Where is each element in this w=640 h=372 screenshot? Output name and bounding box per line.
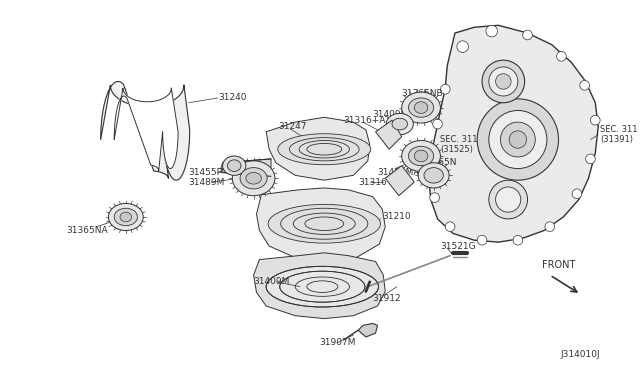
Ellipse shape: [477, 99, 559, 180]
Ellipse shape: [414, 102, 428, 113]
Ellipse shape: [114, 208, 138, 226]
Ellipse shape: [430, 193, 440, 202]
Ellipse shape: [513, 235, 523, 245]
Text: 31912: 31912: [372, 294, 401, 303]
Ellipse shape: [445, 222, 455, 231]
Polygon shape: [385, 166, 414, 196]
Text: J314010J: J314010J: [561, 350, 600, 359]
Ellipse shape: [482, 60, 525, 103]
Ellipse shape: [402, 92, 440, 123]
Ellipse shape: [500, 122, 535, 157]
Ellipse shape: [386, 113, 413, 135]
Text: 31409MB: 31409MB: [372, 110, 415, 119]
Ellipse shape: [108, 203, 143, 231]
Polygon shape: [429, 25, 598, 242]
Text: 31365N: 31365N: [421, 158, 456, 167]
Text: 31240: 31240: [218, 93, 246, 102]
Ellipse shape: [486, 25, 497, 37]
Ellipse shape: [495, 74, 511, 89]
Polygon shape: [257, 188, 385, 262]
Ellipse shape: [489, 110, 547, 169]
Text: (31525): (31525): [440, 145, 474, 154]
Text: 31455P: 31455P: [189, 168, 223, 177]
Text: (31391): (31391): [600, 135, 633, 144]
Text: 31365NA: 31365NA: [66, 226, 108, 235]
Text: 31247: 31247: [279, 122, 307, 131]
Ellipse shape: [227, 160, 241, 171]
Ellipse shape: [232, 161, 275, 196]
Ellipse shape: [440, 84, 450, 94]
Ellipse shape: [223, 156, 246, 175]
Polygon shape: [266, 117, 370, 180]
Polygon shape: [253, 253, 385, 318]
Polygon shape: [376, 120, 402, 149]
Ellipse shape: [545, 222, 555, 231]
Text: 31489M: 31489M: [189, 177, 225, 187]
Text: 31316+A: 31316+A: [344, 116, 386, 125]
Ellipse shape: [523, 30, 532, 40]
Ellipse shape: [489, 67, 518, 96]
Text: 31409M: 31409M: [253, 278, 290, 286]
Text: 31409MA: 31409MA: [378, 168, 420, 177]
Ellipse shape: [495, 187, 521, 212]
Ellipse shape: [268, 204, 380, 243]
Ellipse shape: [414, 150, 428, 162]
Polygon shape: [100, 81, 189, 180]
Ellipse shape: [457, 41, 468, 52]
Text: FRONT: FRONT: [542, 260, 575, 270]
Ellipse shape: [424, 168, 444, 183]
Text: 31316: 31316: [358, 177, 387, 187]
Polygon shape: [358, 323, 378, 337]
Ellipse shape: [408, 146, 434, 166]
Ellipse shape: [557, 51, 566, 61]
Text: 31210: 31210: [382, 212, 411, 221]
Polygon shape: [114, 88, 178, 170]
Ellipse shape: [591, 115, 600, 125]
Ellipse shape: [580, 80, 589, 90]
Text: SEC. 311: SEC. 311: [440, 135, 478, 144]
Ellipse shape: [477, 235, 487, 245]
Ellipse shape: [586, 154, 595, 164]
Ellipse shape: [246, 173, 261, 184]
Ellipse shape: [392, 118, 408, 130]
Ellipse shape: [418, 163, 449, 188]
Ellipse shape: [402, 141, 440, 171]
Text: 31365NB: 31365NB: [402, 89, 444, 97]
Ellipse shape: [428, 156, 438, 166]
Ellipse shape: [240, 168, 267, 189]
Ellipse shape: [489, 180, 527, 219]
Polygon shape: [221, 159, 271, 173]
Ellipse shape: [433, 119, 442, 129]
Ellipse shape: [408, 98, 434, 117]
Polygon shape: [221, 169, 271, 176]
Ellipse shape: [266, 266, 378, 307]
Ellipse shape: [120, 212, 132, 222]
Ellipse shape: [572, 189, 582, 199]
Text: 31907M: 31907M: [319, 338, 356, 347]
Text: 31521G: 31521G: [440, 241, 476, 250]
Ellipse shape: [509, 131, 527, 148]
Ellipse shape: [278, 134, 371, 165]
Text: SEC. 311: SEC. 311: [600, 125, 637, 134]
